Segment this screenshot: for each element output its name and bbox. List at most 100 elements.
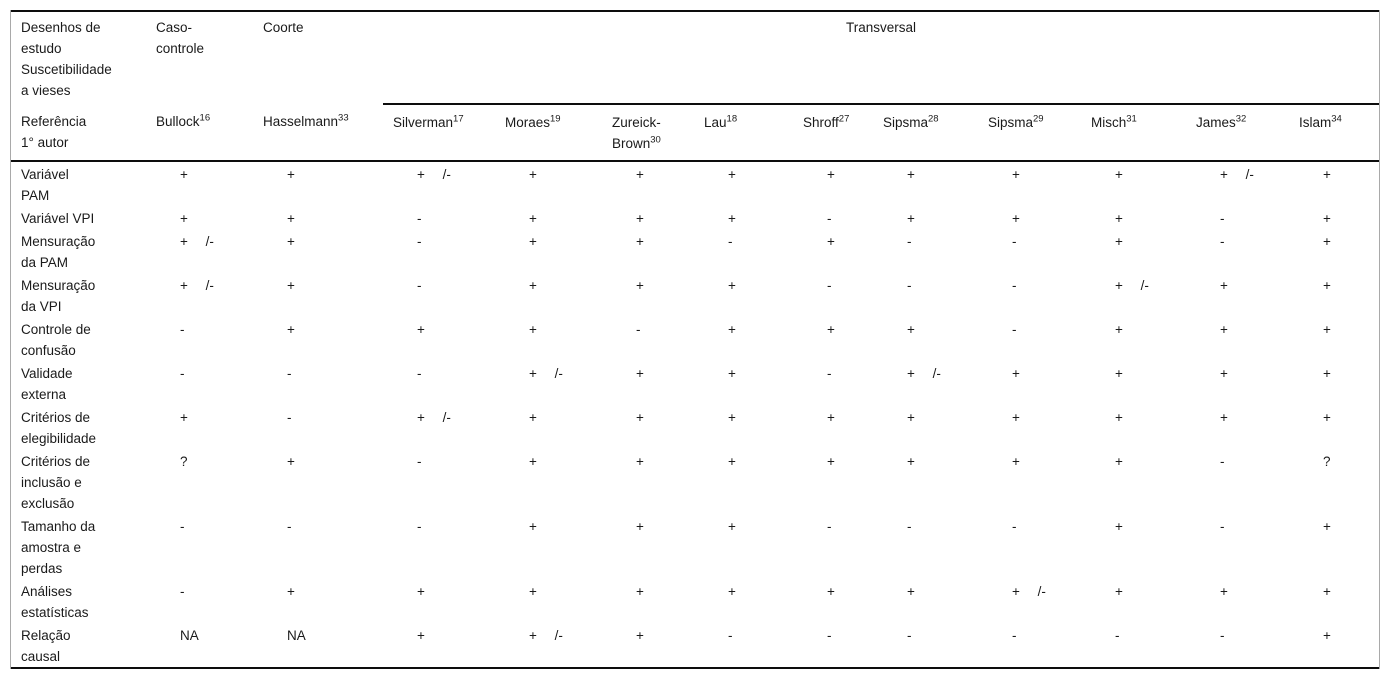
reference-number: 18 — [726, 113, 738, 125]
design-group-caso-controle: Caso- controle — [156, 20, 205, 56]
cell-value: + — [1323, 234, 1331, 249]
cell-value: - — [827, 519, 832, 534]
reference-number: 17 — [453, 113, 464, 125]
cell-value: - — [827, 278, 832, 293]
column-header: Lau18 — [694, 104, 793, 162]
cell-value: + — [1115, 211, 1123, 226]
cell-value: + — [1115, 322, 1123, 337]
author-name: Sipsma — [883, 115, 929, 130]
author-name: Hasselmann — [263, 114, 339, 129]
column-header: Moraes19 — [495, 104, 602, 162]
row-label: Critérios de inclusão e exclusão — [21, 454, 91, 511]
cell-value: - — [1012, 322, 1017, 337]
cell-value: + — [529, 322, 537, 337]
cell-value: + — [728, 366, 736, 381]
table-row: Variável VPI + + - + + + - + + + - + — [11, 206, 1379, 229]
cell-value: + — [1220, 410, 1228, 425]
table-body: Variável PAM + + + /- + + + + + + + + /- + Variável V… — [11, 161, 1379, 668]
cell-value: + — [907, 211, 915, 226]
row-label: Análises estatísticas — [21, 584, 89, 620]
design-group-transversal: Transversal — [383, 11, 1380, 105]
author-name: Shroff — [803, 115, 839, 130]
cell-value: + — [1115, 234, 1123, 249]
cell-value: - — [1012, 628, 1017, 643]
cell-value: + — [907, 584, 915, 599]
cell-value: - — [287, 366, 292, 381]
cell-value: - — [180, 366, 185, 381]
cell-value: - — [1220, 234, 1225, 249]
cell-value: - — [1012, 234, 1017, 249]
cell-value: + — [907, 167, 915, 182]
table-row: Mensuração da VPI + /- + - + + + - - - + /- + + — [11, 273, 1379, 317]
cell-value: + — [1323, 211, 1331, 226]
cell-value: - — [1115, 628, 1120, 643]
reference-header: Referência 1° autor — [11, 104, 146, 162]
cell-value: + — [1115, 519, 1123, 534]
column-header: Silverman17 — [383, 104, 495, 162]
cell-value: + — [1220, 278, 1228, 293]
cell-value: + — [827, 322, 835, 337]
author-name: Zureick- Brown — [612, 115, 661, 151]
cell-value: + — [1323, 584, 1331, 599]
cell-value: + — [728, 584, 736, 599]
cell-value: - — [417, 278, 422, 293]
cell-value: + — [529, 167, 537, 182]
cell-value: + — [1323, 322, 1331, 337]
table-row: Variável PAM + + + /- + + + + + + + + /- + — [11, 161, 1379, 206]
reference-number: 33 — [338, 112, 349, 124]
cell-value: - — [417, 519, 422, 534]
cell-value: + — [1012, 410, 1020, 425]
cell-value: - — [907, 628, 912, 643]
table-row: Tamanho da amostra e perdas - - - + + + - - - + - + — [11, 514, 1379, 579]
author-name: Islam — [1299, 115, 1332, 130]
cell-value: + — [1323, 366, 1331, 381]
cell-value: + — [180, 211, 188, 226]
cell-value: + — [1012, 366, 1020, 381]
cell-value: + — [1012, 167, 1020, 182]
cell-value: + — [827, 234, 835, 249]
cell-value: + /- — [1115, 278, 1149, 293]
cell-value: + — [1323, 519, 1331, 534]
cell-value: - — [417, 454, 422, 469]
cell-value: + /- — [1012, 584, 1046, 599]
cell-value: + /- — [417, 167, 451, 182]
reference-number: 34 — [1331, 113, 1342, 125]
cell-value: + — [287, 167, 295, 182]
cell-value: + — [907, 454, 915, 469]
cell-value: ? — [180, 454, 188, 469]
table-row: Validade externa - - - + /- + + - + /- + + + + — [11, 361, 1379, 405]
cell-value: + — [636, 211, 644, 226]
cell-value: + — [529, 410, 537, 425]
cell-value: + — [907, 410, 915, 425]
cell-value: + — [1012, 211, 1020, 226]
cell-value: + /- — [1220, 167, 1254, 182]
column-header: Sipsma29 — [978, 104, 1081, 162]
cell-value: + — [827, 454, 835, 469]
author-name: Moraes — [505, 115, 551, 130]
cell-value: + — [1115, 410, 1123, 425]
cell-value: - — [180, 322, 185, 337]
cell-value: + /- — [417, 410, 451, 425]
cell-value: - — [1012, 519, 1017, 534]
cell-value: + — [827, 584, 835, 599]
cell-value: + — [1220, 366, 1228, 381]
cell-value: + — [1220, 584, 1228, 599]
row-label: Mensuração da VPI — [21, 278, 96, 314]
cell-value: + — [1323, 167, 1331, 182]
reference-number: 30 — [650, 134, 661, 146]
author-name: Misch — [1091, 115, 1127, 130]
cell-value: + — [728, 278, 736, 293]
table-row: Controle de confusão - + + + - + + + - + + + — [11, 317, 1379, 361]
row-label: Mensuração da PAM — [21, 234, 96, 270]
author-header-row: Referência 1° autor Bullock16 Hasselmann3… — [11, 104, 1380, 162]
reference-number: 19 — [550, 113, 561, 125]
cell-value: - — [827, 366, 832, 381]
cell-value: - — [907, 234, 912, 249]
cell-value: - — [417, 234, 422, 249]
reference-number: 31 — [1126, 113, 1137, 125]
cell-value: + — [827, 410, 835, 425]
cell-value: - — [180, 519, 185, 534]
cell-value: + — [728, 454, 736, 469]
row-label: Variável VPI — [21, 211, 95, 226]
cell-value: + — [636, 278, 644, 293]
